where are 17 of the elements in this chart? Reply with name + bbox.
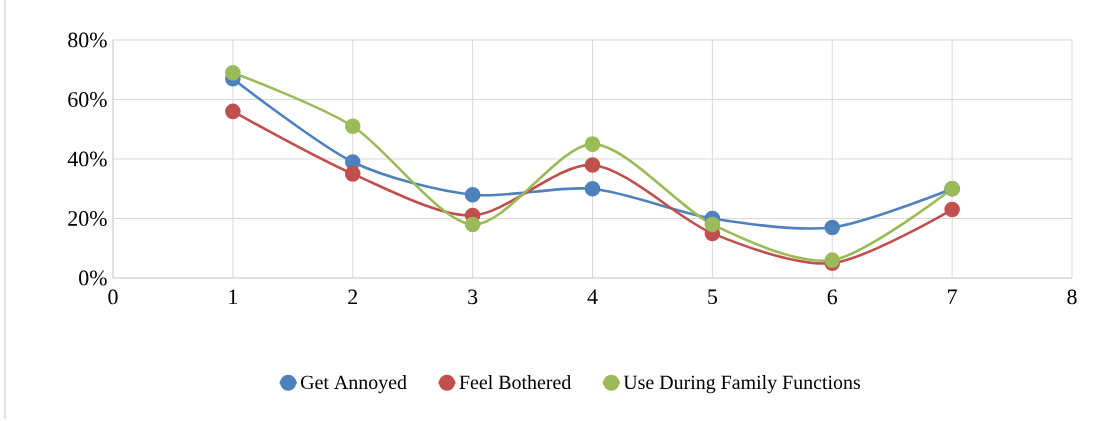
legend-label: Use During Family Functions [623,375,860,394]
legend-label: Feel Bothered [459,375,572,390]
y-tick-label: 0% [79,270,107,286]
x-tick-label: 6 [827,289,838,305]
x-tick-label: 2 [348,289,358,305]
x-tick-label: 5 [708,289,718,305]
y-tick-label: 80% [68,32,107,48]
x-tick-label: 7 [948,289,957,304]
x-tick-label: 1 [229,289,238,304]
x-tick-label: 8 [1067,289,1077,305]
x-tick-label: 4 [587,289,598,304]
x-tick-label: 0 [108,289,118,305]
y-tick-label: 20% [68,211,107,226]
x-tick-label: 3 [468,289,478,305]
legend-label: Get Annoyed [300,375,407,394]
y-tick-label: 60% [68,92,107,107]
y-tick-label: 40% [67,151,107,167]
